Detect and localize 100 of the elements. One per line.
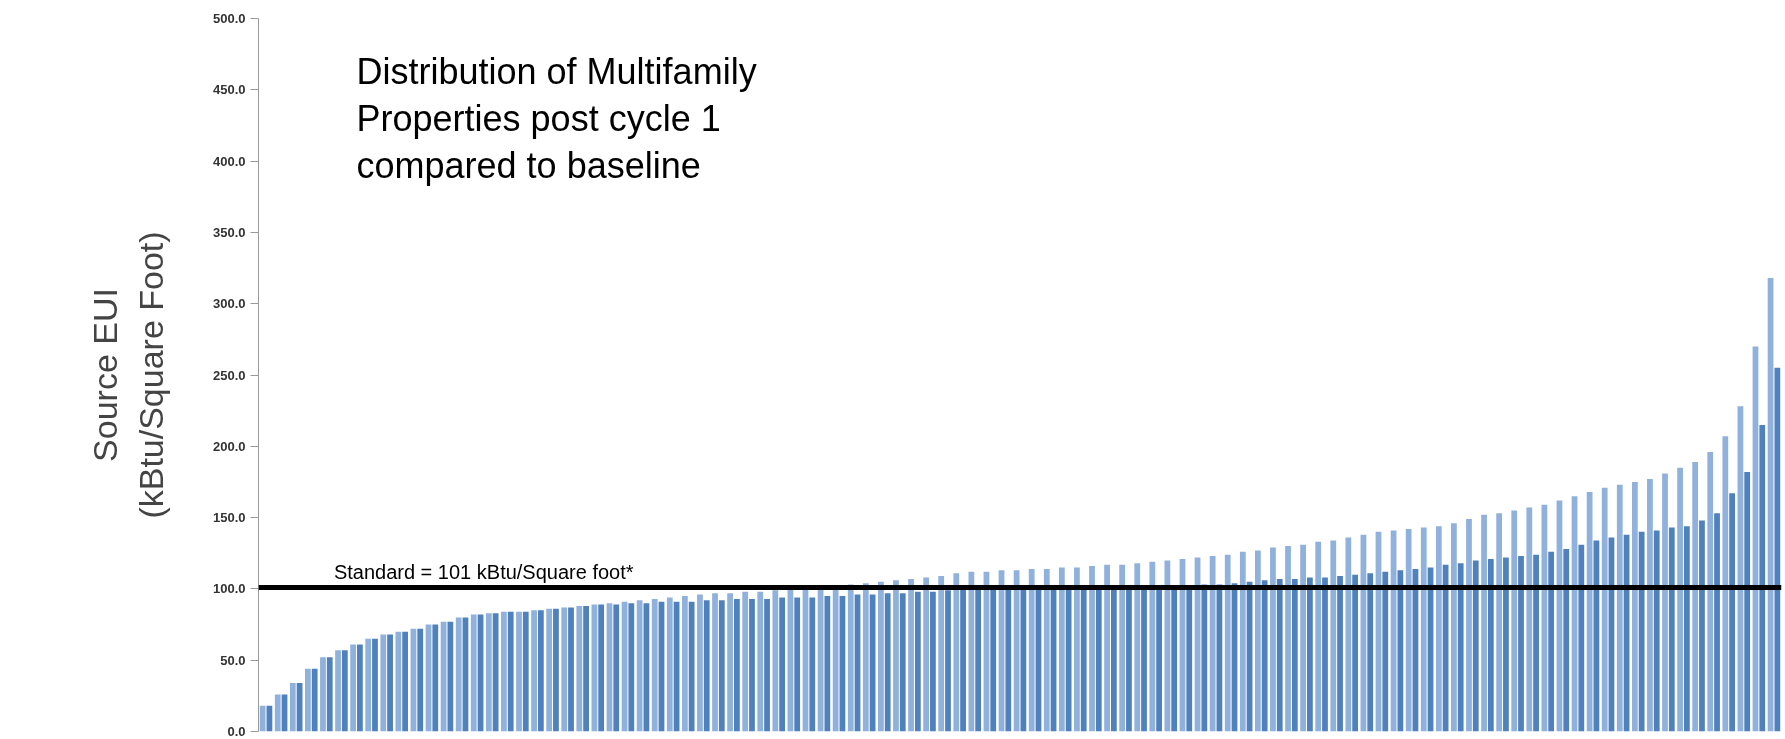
bar [1276, 578, 1283, 732]
bar [1548, 551, 1555, 732]
bar [712, 593, 718, 732]
bar [1578, 544, 1585, 732]
bar [930, 591, 936, 732]
bar [1472, 560, 1479, 732]
bar [1074, 567, 1080, 732]
bar [341, 650, 348, 732]
bar [1080, 587, 1087, 732]
bar [1692, 461, 1699, 732]
bar [1315, 541, 1322, 732]
y-axis-title: Source EUI (kBtu/Square Foot) [86, 231, 170, 519]
bar [1541, 504, 1548, 732]
bar [1254, 550, 1261, 732]
bar [1322, 577, 1328, 732]
bar [1457, 563, 1464, 732]
bar [945, 590, 951, 732]
bar [968, 571, 975, 732]
bar [1683, 526, 1690, 732]
bar [1345, 537, 1352, 732]
bar [1065, 587, 1072, 732]
bar [311, 668, 318, 732]
bar [1337, 576, 1343, 732]
bar [697, 594, 703, 732]
bar [1239, 551, 1246, 732]
bar [1134, 563, 1141, 732]
bar [387, 634, 393, 732]
bar [455, 617, 462, 732]
y-tick-label: 500.0 [212, 11, 246, 26]
bar [1224, 554, 1231, 732]
bar [1095, 587, 1102, 732]
bar [470, 614, 477, 732]
bar [1774, 367, 1781, 732]
bar [718, 600, 725, 732]
bar [447, 621, 454, 732]
bar [1759, 424, 1766, 732]
bar [274, 694, 281, 732]
bar [914, 591, 921, 732]
bar [1653, 530, 1660, 732]
bar [884, 593, 891, 732]
bar [1586, 491, 1593, 732]
bar [516, 611, 522, 732]
bar [546, 608, 553, 732]
bar [1616, 484, 1623, 732]
bar [960, 588, 966, 732]
y-tick-label: 250.0 [212, 367, 246, 383]
bar [507, 611, 514, 732]
bar [417, 628, 424, 732]
bar [1511, 510, 1518, 732]
bar [380, 634, 387, 732]
bar [1714, 513, 1720, 732]
bar [1744, 471, 1751, 732]
bar [432, 624, 439, 732]
bar [1533, 554, 1539, 732]
bar [1405, 529, 1412, 732]
bar [289, 683, 296, 732]
bar [1043, 568, 1050, 732]
bar [485, 613, 492, 732]
bar [824, 596, 831, 732]
bar [576, 606, 583, 732]
bar [727, 593, 733, 732]
bar [893, 580, 899, 732]
bar [1149, 561, 1156, 732]
bar [1662, 473, 1668, 732]
bar [1699, 520, 1705, 732]
bar [772, 590, 779, 732]
bar [1481, 514, 1487, 732]
bar [953, 573, 960, 732]
bar [681, 596, 688, 732]
bar [1300, 544, 1306, 732]
bar [1089, 566, 1095, 732]
bar [749, 598, 755, 732]
bar [537, 610, 544, 732]
bar [1397, 570, 1404, 732]
bar [1291, 578, 1298, 732]
y-tick-label: 400.0 [212, 153, 246, 169]
bar [1352, 574, 1359, 732]
bar [1104, 564, 1110, 732]
y-tick-label: 150.0 [212, 510, 246, 526]
bar [938, 576, 945, 732]
bar [1677, 467, 1683, 732]
bar [1435, 526, 1442, 732]
bar [1707, 452, 1714, 732]
bar [531, 610, 537, 732]
bar [1601, 487, 1608, 732]
bar [259, 705, 266, 732]
bar [1367, 573, 1374, 732]
text: Distribution of Multifamily Properties post cycle 1 compared to baseline [356, 50, 757, 186]
bar [1126, 587, 1132, 732]
bar [568, 607, 574, 732]
bar [1110, 587, 1117, 732]
bar [561, 607, 568, 732]
bar [734, 598, 740, 732]
bar [794, 597, 801, 732]
bar [326, 657, 333, 732]
ref-line-label: Standard = 101 kBtu/Square foot* [333, 561, 634, 584]
bar [357, 644, 363, 732]
bar [1466, 519, 1472, 732]
bar [1119, 564, 1126, 732]
bar [365, 638, 372, 732]
